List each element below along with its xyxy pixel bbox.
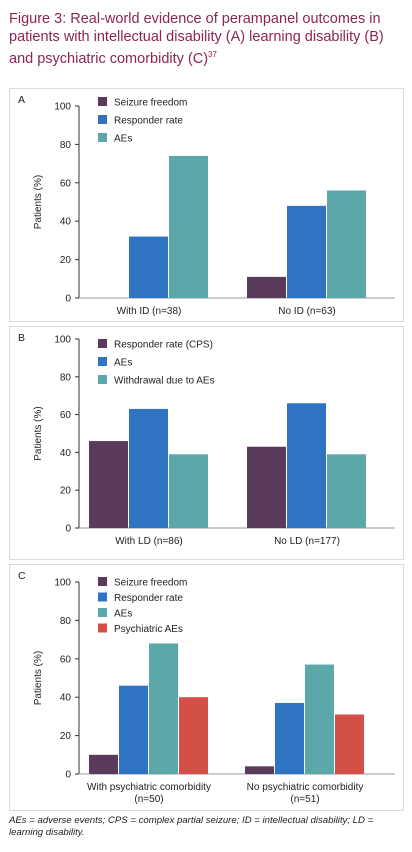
legend-swatch bbox=[98, 608, 107, 617]
bar bbox=[327, 454, 366, 528]
legend-label: Responder rate bbox=[114, 593, 183, 604]
x-category-label: No psychiatric comorbidity bbox=[247, 782, 364, 793]
bar bbox=[247, 276, 286, 298]
legend-swatch bbox=[98, 339, 107, 348]
legend-label: Seizure freedom bbox=[114, 98, 187, 109]
y-tick-label: 20 bbox=[60, 486, 72, 497]
bar bbox=[275, 702, 304, 774]
figure-footnote: AEs = adverse events; CPS = complex part… bbox=[9, 815, 374, 838]
y-tick-label: 80 bbox=[60, 372, 72, 383]
y-axis-title: Patients (%) bbox=[33, 175, 44, 229]
y-tick-label: 20 bbox=[60, 731, 72, 742]
legend-label: AEs bbox=[114, 609, 132, 620]
x-category-label: With psychiatric comorbidity bbox=[87, 782, 211, 793]
legend-swatch bbox=[98, 115, 107, 124]
panel-label: A bbox=[18, 94, 25, 106]
bar bbox=[129, 236, 168, 298]
legend-label: Responder rate bbox=[114, 116, 183, 127]
y-tick-label: 0 bbox=[65, 294, 71, 305]
legend-label: AEs bbox=[114, 134, 132, 145]
legend-swatch bbox=[98, 592, 107, 602]
y-tick-label: 0 bbox=[65, 524, 71, 535]
x-category-label: (n=51) bbox=[290, 794, 319, 805]
figure-title: Figure 3: Real-world evidence of perampa… bbox=[9, 10, 404, 68]
panel-label: C bbox=[18, 570, 26, 582]
chart-svg-b: B 0 20 40 60 80 100 Patients (%) With LD (n=86) N… bbox=[18, 332, 395, 547]
bar bbox=[335, 714, 364, 774]
y-tick-label: 40 bbox=[60, 217, 72, 228]
y-tick-label: 80 bbox=[60, 616, 72, 627]
x-category-label: No LD (n=177) bbox=[274, 536, 340, 547]
legend-label: AEs bbox=[114, 358, 132, 369]
bar bbox=[287, 205, 326, 298]
y-tick-label: 40 bbox=[60, 448, 72, 459]
legend-label: Seizure freedom bbox=[114, 578, 187, 589]
bar bbox=[305, 664, 334, 774]
y-tick-label: 20 bbox=[60, 255, 72, 266]
y-tick-label: 60 bbox=[60, 654, 72, 665]
bar bbox=[129, 408, 168, 528]
bar bbox=[179, 697, 208, 774]
bar bbox=[119, 685, 148, 774]
bar bbox=[327, 190, 366, 298]
y-tick-label: 100 bbox=[54, 102, 71, 113]
legend-swatch bbox=[98, 577, 107, 586]
legend-swatch bbox=[98, 375, 107, 384]
chart-svg-a: A 0 20 40 60 80 100 Patients (%) With ID (n=38) N… bbox=[18, 94, 395, 317]
chart-panel-c: C 0 20 40 60 80 100 Patients (%) With psychiatri… bbox=[9, 564, 404, 811]
x-category-label: No ID (n=63) bbox=[278, 306, 336, 317]
legend-label: Psychiatric AEs bbox=[114, 624, 183, 635]
x-category-label: With ID (n=38) bbox=[117, 306, 182, 317]
legend-label: Withdrawal due to AEs bbox=[114, 376, 215, 387]
bar bbox=[89, 754, 118, 774]
y-axis-title: Patients (%) bbox=[33, 651, 44, 705]
y-tick-label: 40 bbox=[60, 693, 72, 704]
figure-title-reference: 37 bbox=[208, 50, 217, 59]
y-tick-label: 60 bbox=[60, 178, 72, 189]
chart-svg-c: C 0 20 40 60 80 100 Patients (%) With psychiatri… bbox=[18, 570, 395, 805]
y-tick-label: 60 bbox=[60, 410, 72, 421]
legend-swatch bbox=[98, 357, 107, 366]
figure-title-text: Figure 3: Real-world evidence of perampa… bbox=[9, 11, 384, 67]
y-tick-label: 0 bbox=[65, 770, 71, 781]
legend-swatch bbox=[98, 133, 107, 142]
x-category-label: (n=50) bbox=[134, 794, 163, 805]
chart-panel-b: B 0 20 40 60 80 100 Patients (%) With LD (n=86) N… bbox=[9, 326, 404, 560]
bar bbox=[247, 446, 286, 528]
y-tick-label: 80 bbox=[60, 140, 72, 151]
y-axis-title: Patients (%) bbox=[33, 406, 44, 460]
legend-swatch bbox=[98, 623, 107, 633]
y-tick-label: 100 bbox=[54, 335, 71, 346]
legend-label: Responder rate (CPS) bbox=[114, 340, 213, 351]
chart-panel-a: A 0 20 40 60 80 100 Patients (%) With ID (n=38) N… bbox=[9, 88, 404, 322]
y-tick-label: 100 bbox=[54, 578, 71, 589]
bar bbox=[149, 643, 178, 774]
x-category-label: With LD (n=86) bbox=[115, 536, 183, 547]
panel-label: B bbox=[18, 332, 25, 344]
bar bbox=[89, 441, 128, 528]
bar bbox=[287, 403, 326, 528]
bar bbox=[245, 766, 274, 774]
bar bbox=[169, 454, 208, 528]
bar bbox=[169, 155, 208, 298]
legend-swatch bbox=[98, 97, 107, 106]
